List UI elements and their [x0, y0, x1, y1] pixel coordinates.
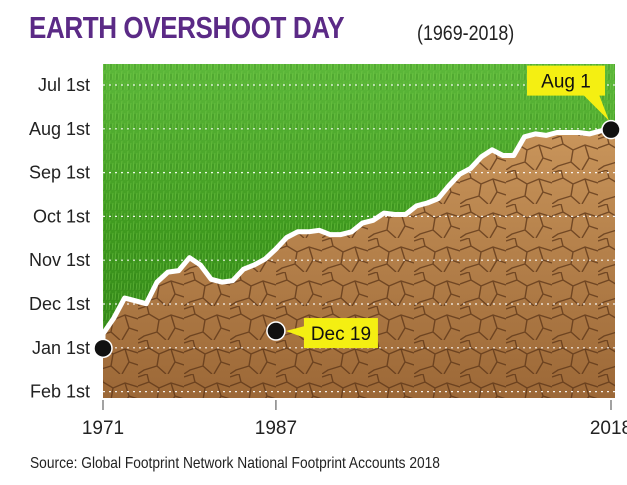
callout-label: Aug 1 [541, 72, 591, 93]
y-tick-label: Feb 1st [30, 382, 90, 402]
callout-box [303, 318, 378, 349]
chart-title: EARTH OVERSHOOT DAY [29, 10, 345, 45]
overshoot-line [103, 127, 612, 349]
x-tick-label: 1987 [255, 418, 297, 439]
y-tick-label: Jan 1st [32, 338, 90, 358]
start-marker [93, 338, 113, 359]
x-tick-label: 1971 [82, 418, 124, 439]
y-axis: Jul 1st Aug 1st Sep 1st Oct 1st Nov 1st Dec 1… [29, 75, 90, 402]
y-tick-label: Oct 1st [33, 206, 90, 226]
callout-pointer [285, 326, 305, 339]
markers [93, 119, 621, 359]
callouts: Dec 19 Aug 1 [285, 65, 609, 349]
callout-label: Dec 19 [311, 324, 371, 345]
source-note: Source: Global Footprint Network Nationa… [30, 455, 440, 472]
x-axis: 1971 1987 2018 [82, 400, 627, 439]
y-tick-label: Dec 1st [29, 294, 90, 314]
annotation-marker [601, 119, 621, 140]
y-tick-label: Sep 1st [29, 163, 90, 183]
callout-box [527, 65, 605, 96]
y-tick-label: Jul 1st [38, 75, 90, 95]
annotation-marker [266, 321, 286, 341]
callout-pointer [583, 94, 609, 121]
soil-cracks [103, 129, 615, 398]
y-tick-label: Aug 1st [29, 119, 90, 139]
chart-subtitle: (1969-2018) [417, 22, 515, 45]
x-tick-label: 2018 [590, 418, 627, 439]
y-tick-label: Nov 1st [29, 250, 90, 270]
